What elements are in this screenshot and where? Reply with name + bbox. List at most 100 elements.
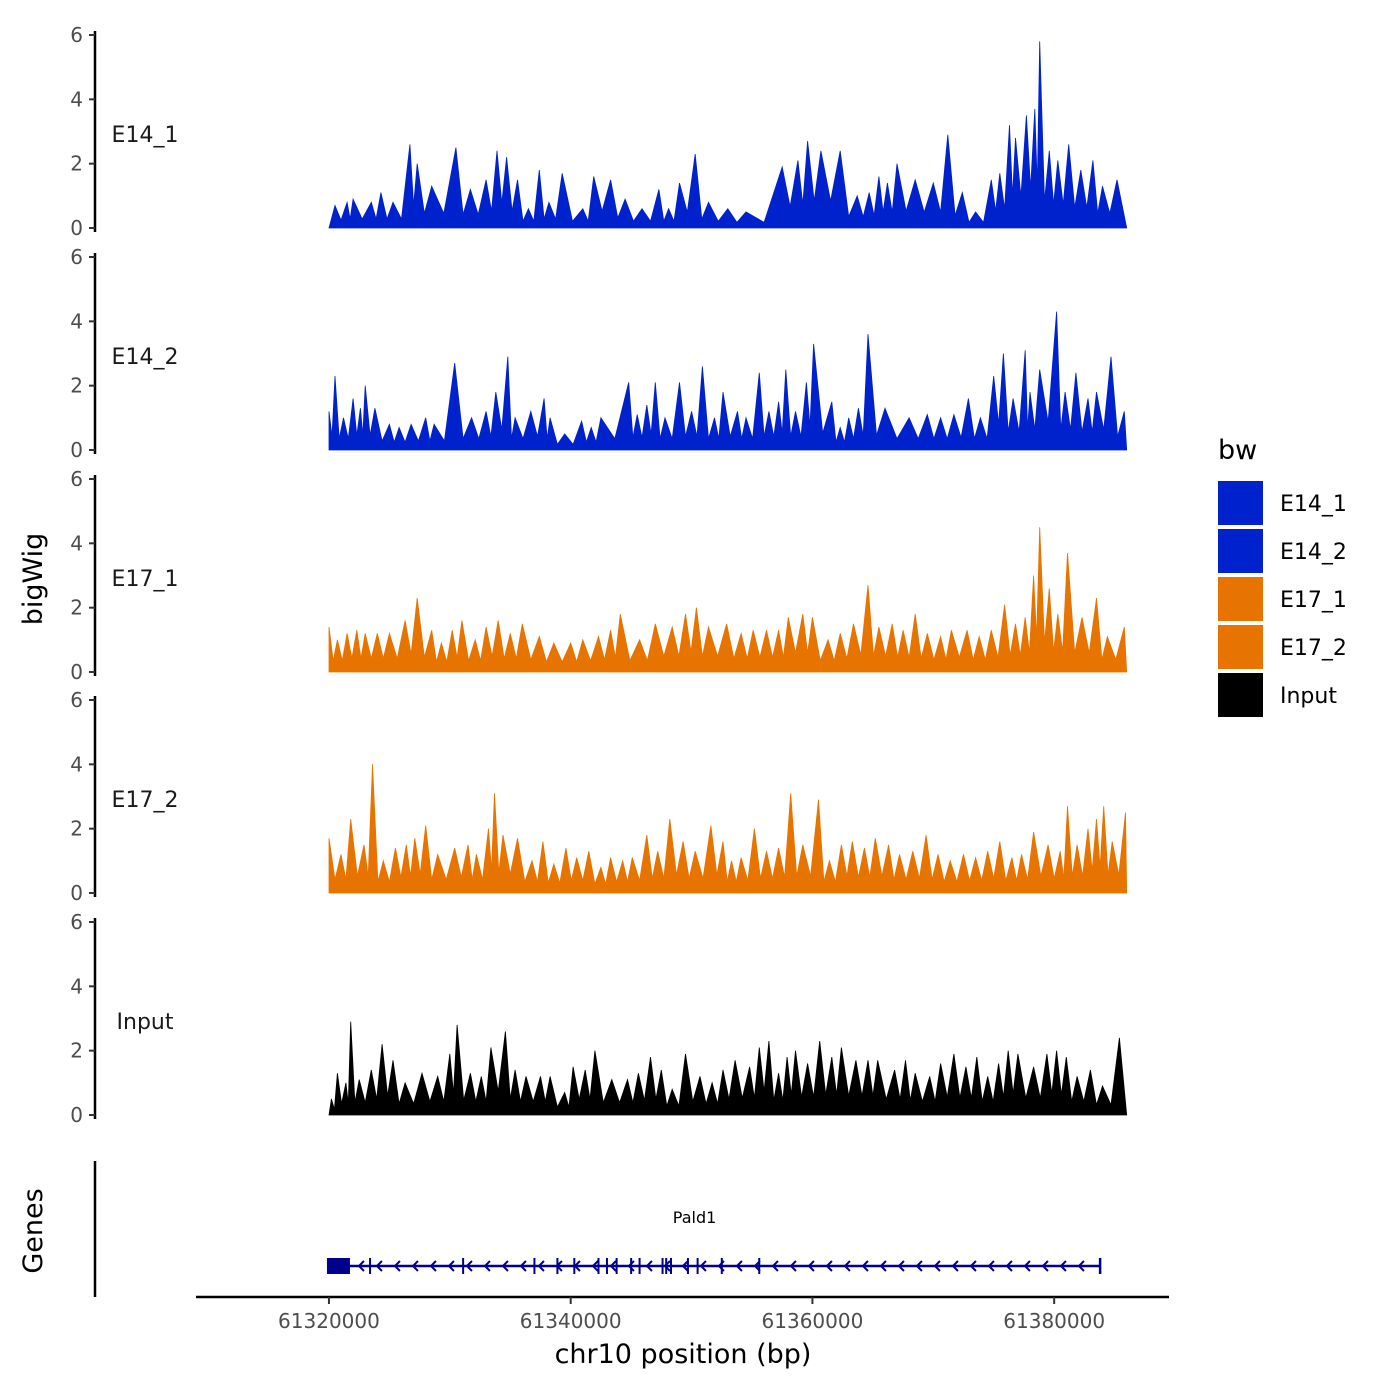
- strand-arrow: [1041, 1260, 1049, 1272]
- strand-arrow: [1005, 1260, 1013, 1272]
- legend-swatch: [1218, 577, 1263, 621]
- legend-item-E14_2: E14_2: [1218, 529, 1347, 573]
- strand-arrow: [447, 1260, 455, 1272]
- y-tick-label: 6: [70, 467, 83, 491]
- legend-swatch: [1218, 481, 1263, 525]
- coverage-area: [328, 311, 1128, 451]
- track-label: E17_2: [112, 788, 179, 813]
- gene-Pald1: Pald1: [326, 1208, 1102, 1274]
- y-tick-label: 6: [70, 910, 83, 934]
- gene-exon: [326, 1258, 350, 1274]
- coverage-tracks: 0 2 4 6 E14_1 0 2 4 6 E14_2 0 2 4 6 E17_1 0 2 4 6 E17_2 0 2 4 6…: [70, 23, 1128, 1127]
- strand-arrow: [519, 1260, 527, 1272]
- track-label: E14_2: [112, 345, 179, 370]
- coverage-area: [328, 527, 1128, 673]
- y-tick-label: 6: [70, 688, 83, 712]
- strand-arrow: [429, 1260, 437, 1272]
- track-label: Input: [117, 1010, 174, 1035]
- legend-label: E17_1: [1280, 588, 1347, 613]
- strand-arrow: [735, 1260, 743, 1272]
- legend-label: E14_1: [1280, 492, 1347, 517]
- strand-arrow: [861, 1260, 869, 1272]
- x-tick-label: 61380000: [1003, 1309, 1105, 1333]
- y-tick-label: 4: [70, 87, 83, 111]
- strand-arrow: [1077, 1260, 1085, 1272]
- legend-item-Input: Input: [1218, 673, 1337, 717]
- legend-label: E14_2: [1280, 540, 1347, 565]
- strand-arrow: [1023, 1260, 1031, 1272]
- track-E17_2: 0 2 4 6 E17_2: [70, 688, 1128, 905]
- genes-track: Pald1: [93, 1161, 1102, 1297]
- strand-arrow: [375, 1260, 383, 1272]
- strand-arrow: [897, 1260, 905, 1272]
- strand-arrow: [987, 1260, 995, 1272]
- legend-title: bw: [1218, 435, 1257, 466]
- gene-label: Pald1: [673, 1208, 717, 1227]
- y-tick-label: 0: [70, 438, 83, 462]
- legend-item-E14_1: E14_1: [1218, 481, 1347, 525]
- x-axis: 61320000 61340000 61360000 61380000: [196, 1295, 1169, 1333]
- y-tick-label: 2: [70, 152, 83, 176]
- strand-arrow: [411, 1260, 419, 1272]
- coverage-area: [328, 764, 1128, 894]
- y-tick-label: 4: [70, 752, 83, 776]
- strand-arrow: [1059, 1260, 1067, 1272]
- legend-label: E17_2: [1280, 636, 1347, 661]
- strand-arrow: [627, 1260, 635, 1272]
- legend-swatch: [1218, 625, 1263, 669]
- strand-arrow: [483, 1260, 491, 1272]
- strand-arrow: [699, 1260, 707, 1272]
- strand-arrow: [591, 1260, 599, 1272]
- strand-arrow: [879, 1260, 887, 1272]
- track-E14_1: 0 2 4 6 E14_1: [70, 23, 1128, 240]
- track-Input: 0 2 4 6 Input: [70, 910, 1128, 1127]
- track-label: E14_1: [112, 123, 179, 148]
- y-tick-label: 2: [70, 596, 83, 620]
- x-axis-title: chr10 position (bp): [555, 1339, 812, 1370]
- track-label: E17_1: [112, 567, 179, 592]
- strand-arrow: [681, 1260, 689, 1272]
- track-E17_1: 0 2 4 6 E17_1: [70, 467, 1128, 684]
- strand-arrow: [951, 1260, 959, 1272]
- y-tick-label: 0: [70, 881, 83, 905]
- coverage-area: [328, 41, 1128, 229]
- x-tick-label: 61340000: [520, 1309, 622, 1333]
- strand-arrow: [933, 1260, 941, 1272]
- legend-swatch: [1218, 673, 1263, 717]
- strand-arrow: [969, 1260, 977, 1272]
- y-tick-label: 0: [70, 660, 83, 684]
- strand-arrow: [501, 1260, 509, 1272]
- x-tick-label: 61320000: [278, 1309, 380, 1333]
- legend-item-E17_2: E17_2: [1218, 625, 1347, 669]
- y-tick-label: 4: [70, 974, 83, 998]
- y-tick-label: 0: [70, 216, 83, 240]
- y-tick-label: 4: [70, 531, 83, 555]
- strand-arrow: [825, 1260, 833, 1272]
- strand-arrow: [663, 1260, 671, 1272]
- strand-arrow: [915, 1260, 923, 1272]
- y-axis-title: bigWig: [18, 533, 49, 626]
- strand-arrow: [609, 1260, 617, 1272]
- coverage-area: [328, 1021, 1128, 1116]
- y-tick-label: 6: [70, 245, 83, 269]
- strand-arrow: [789, 1260, 797, 1272]
- strand-arrow: [357, 1260, 365, 1272]
- y-tick-label: 0: [70, 1103, 83, 1127]
- legend-label: Input: [1280, 684, 1337, 709]
- y-tick-label: 2: [70, 1039, 83, 1063]
- y-tick-label: 2: [70, 374, 83, 398]
- legend: bw E14_1 E14_2 E17_1 E17_2 Input: [1218, 435, 1347, 717]
- y-tick-label: 4: [70, 309, 83, 333]
- genes-axis-title: Genes: [18, 1188, 49, 1273]
- strand-arrow: [771, 1260, 779, 1272]
- strand-arrow: [537, 1260, 545, 1272]
- strand-arrow: [807, 1260, 815, 1272]
- y-tick-label: 6: [70, 23, 83, 47]
- strand-arrow: [465, 1260, 473, 1272]
- strand-arrow: [645, 1260, 653, 1272]
- x-tick-label: 61360000: [762, 1309, 864, 1333]
- y-tick-label: 2: [70, 817, 83, 841]
- legend-swatch: [1218, 529, 1263, 573]
- strand-arrow: [393, 1260, 401, 1272]
